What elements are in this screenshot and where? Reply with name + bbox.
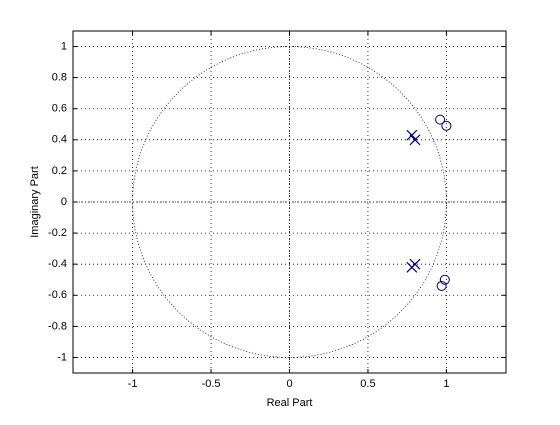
zero-marker	[436, 280, 447, 291]
x-tick-label: 1	[443, 378, 449, 390]
y-tick-label: 0	[61, 196, 67, 208]
x-tick-label: 0	[286, 378, 292, 390]
axes-box	[72, 30, 507, 374]
y-tick-label: 0.2	[52, 165, 67, 177]
y-tick-label: -0.8	[48, 320, 67, 332]
y-tick-label: 1	[61, 40, 67, 52]
y-tick-label: -0.4	[48, 258, 67, 270]
pole-marker	[409, 134, 421, 146]
y-tick-label: 0.8	[52, 72, 67, 84]
y-axis-label: Imaginary Part	[29, 166, 41, 238]
y-tick-label: 0.4	[52, 134, 67, 146]
x-tick-label: -0.5	[202, 378, 221, 390]
y-tick-label: -0.2	[48, 227, 67, 239]
y-tick-label: -1	[57, 351, 67, 363]
x-tick-label: -1	[128, 378, 138, 390]
x-tick-label: 0.5	[360, 378, 375, 390]
zero-marker	[441, 120, 452, 131]
zero-marker	[439, 274, 450, 285]
y-tick-label: -0.6	[48, 289, 67, 301]
pole-marker	[409, 258, 421, 270]
zero-marker	[435, 114, 446, 125]
y-tick-label: 0.6	[52, 103, 67, 115]
x-axis-label: Real Part	[267, 397, 313, 409]
pole-marker	[406, 129, 418, 141]
